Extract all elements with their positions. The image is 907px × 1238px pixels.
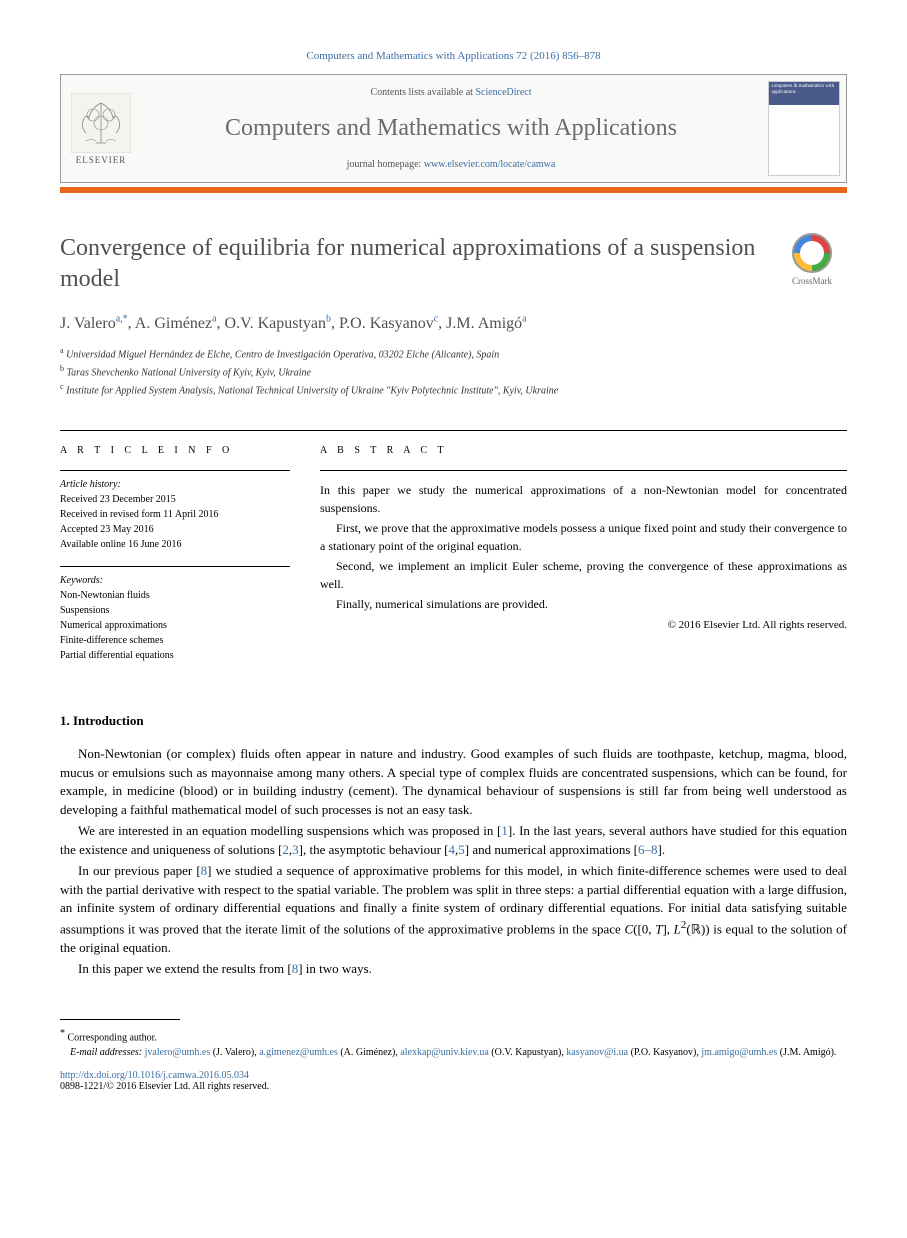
abstract-copyright: © 2016 Elsevier Ltd. All rights reserved… <box>320 619 847 631</box>
author: A. Giméneza <box>135 315 217 332</box>
issn-line: 0898-1221/© 2016 Elsevier Ltd. All right… <box>60 1081 847 1092</box>
affiliation: c Institute for Applied System Analysis,… <box>60 381 847 399</box>
history-line: Available online 16 June 2016 <box>60 537 290 552</box>
article-title: Convergence of equilibria for numerical … <box>60 233 757 295</box>
crossmark-icon <box>792 233 832 273</box>
author: P.O. Kasyanovc <box>339 315 438 332</box>
keyword: Non-Newtonian fluids <box>60 588 290 603</box>
keywords-heading: Keywords: <box>60 573 290 588</box>
author: J. Valeroa,* <box>60 315 128 332</box>
email-link[interactable]: a.gimenez@umh.es <box>259 1047 338 1058</box>
page-container: Computers and Mathematics with Applicati… <box>0 0 907 1142</box>
body-paragraph: In our previous paper [8] we studied a s… <box>60 862 847 959</box>
journal-homepage: journal homepage: www.elsevier.com/locat… <box>151 159 751 170</box>
contents-available: Contents lists available at ScienceDirec… <box>151 87 751 98</box>
doi-line: http://dx.doi.org/10.1016/j.camwa.2016.0… <box>60 1070 847 1081</box>
orange-divider <box>60 187 847 193</box>
section-heading-intro: 1. Introduction <box>60 713 847 729</box>
abstract-text: In this paper we study the numerical app… <box>320 470 847 613</box>
article-info-label: A R T I C L E I N F O <box>60 445 290 456</box>
article-info-column: A R T I C L E I N F O Article history: R… <box>60 445 290 677</box>
abstract-paragraph: First, we prove that the approximative m… <box>320 519 847 555</box>
email-link[interactable]: jvalero@umh.es <box>145 1047 211 1058</box>
keyword: Finite-difference schemes <box>60 633 290 648</box>
abstract-paragraph: Second, we implement an implicit Euler s… <box>320 557 847 593</box>
intro-body: Non-Newtonian (or complex) fluids often … <box>60 745 847 979</box>
email-link[interactable]: jm.amigo@umh.es <box>701 1047 777 1058</box>
journal-cover-thumb[interactable]: computers & mathematics with application… <box>761 75 846 182</box>
affiliations: a Universidad Miguel Hernández de Elche,… <box>60 345 847 400</box>
abstract-label: A B S T R A C T <box>320 445 847 456</box>
author: O.V. Kapustyanb <box>225 315 331 332</box>
corresponding-author-note: * Corresponding author. <box>60 1026 847 1045</box>
journal-name: Computers and Mathematics with Applicati… <box>151 115 751 142</box>
body-paragraph: In this paper we extend the results from… <box>60 960 847 979</box>
keyword: Suspensions <box>60 603 290 618</box>
cover-image: computers & mathematics with application… <box>768 81 840 176</box>
history-heading: Article history: <box>60 477 290 492</box>
abstract-paragraph: In this paper we study the numerical app… <box>320 481 847 517</box>
keywords-block: Keywords: Non-Newtonian fluidsSuspension… <box>60 566 290 663</box>
email-link[interactable]: kasyanov@i.ua <box>566 1047 628 1058</box>
title-row: Convergence of equilibria for numerical … <box>60 233 847 295</box>
crossmark-badge[interactable]: CrossMark <box>777 233 847 286</box>
elsevier-logo[interactable]: ELSEVIER <box>61 75 141 182</box>
email-link[interactable]: alexkap@univ.kiev.ua <box>400 1047 488 1058</box>
body-paragraph: Non-Newtonian (or complex) fluids often … <box>60 745 847 820</box>
keyword: Numerical approximations <box>60 618 290 633</box>
body-paragraph: We are interested in an equation modelli… <box>60 822 847 860</box>
footnote-separator <box>60 1019 180 1020</box>
doi-link[interactable]: http://dx.doi.org/10.1016/j.camwa.2016.0… <box>60 1070 249 1081</box>
article-history-block: Article history: Received 23 December 20… <box>60 470 290 552</box>
history-line: Received in revised form 11 April 2016 <box>60 507 290 522</box>
elsevier-tree-icon <box>71 93 131 153</box>
footnotes: * Corresponding author. E-mail addresses… <box>60 1026 847 1060</box>
affiliation: b Taras Shevchenko National University o… <box>60 363 847 381</box>
authors-line: J. Valeroa,*, A. Giméneza, O.V. Kapustya… <box>60 313 847 332</box>
elsevier-label: ELSEVIER <box>76 155 127 165</box>
history-line: Received 23 December 2015 <box>60 492 290 507</box>
history-line: Accepted 23 May 2016 <box>60 522 290 537</box>
abstract-column: A B S T R A C T In this paper we study t… <box>320 445 847 677</box>
sciencedirect-link[interactable]: ScienceDirect <box>475 87 531 98</box>
header-center: Contents lists available at ScienceDirec… <box>141 75 761 182</box>
journal-header: ELSEVIER Contents lists available at Sci… <box>60 74 847 183</box>
abstract-paragraph: Finally, numerical simulations are provi… <box>320 595 847 613</box>
email-addresses: E-mail addresses: jvalero@umh.es (J. Val… <box>60 1045 847 1060</box>
keyword: Partial differential equations <box>60 648 290 663</box>
homepage-link[interactable]: www.elsevier.com/locate/camwa <box>424 159 556 170</box>
journal-reference: Computers and Mathematics with Applicati… <box>60 50 847 62</box>
affiliation: a Universidad Miguel Hernández de Elche,… <box>60 345 847 363</box>
info-abstract-row: A R T I C L E I N F O Article history: R… <box>60 430 847 677</box>
author: J.M. Amigóa <box>446 315 526 332</box>
